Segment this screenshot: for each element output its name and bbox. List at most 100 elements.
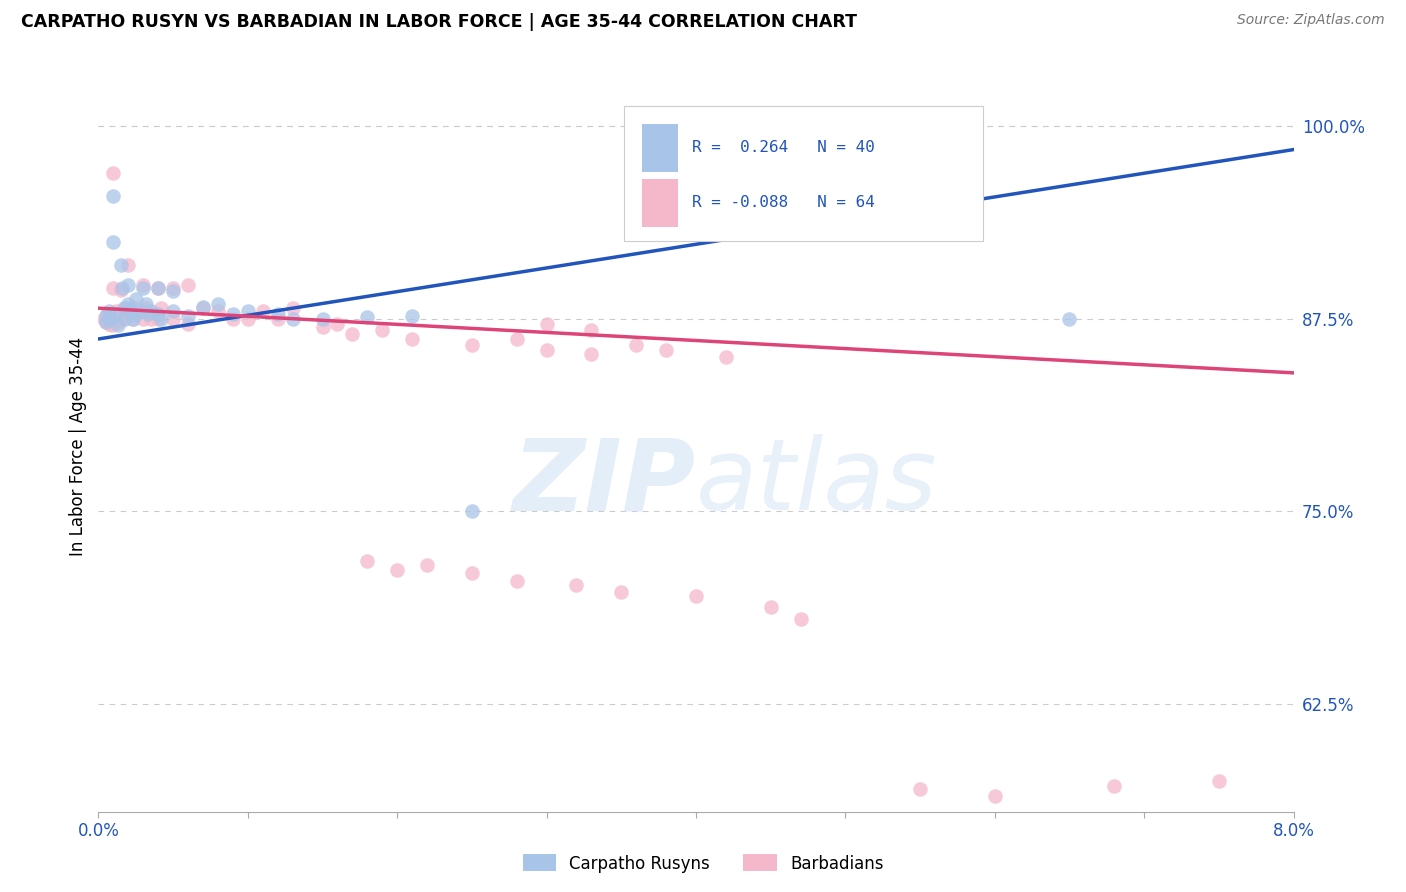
- Point: [132, 278, 155, 293]
- Point: [983, 789, 1005, 804]
- Point: [401, 332, 423, 346]
- Point: [356, 310, 378, 325]
- Point: [311, 312, 333, 326]
- Point: [610, 584, 633, 599]
- Point: [222, 312, 245, 326]
- Point: [121, 312, 143, 326]
- Point: [162, 281, 184, 295]
- Point: [461, 338, 484, 352]
- Point: [311, 319, 333, 334]
- Point: [565, 578, 588, 592]
- Point: [94, 315, 117, 329]
- Point: [120, 301, 142, 315]
- Text: R = -0.088   N = 64: R = -0.088 N = 64: [692, 195, 876, 211]
- Point: [177, 278, 200, 293]
- Point: [1208, 773, 1230, 788]
- Point: [136, 307, 159, 321]
- Point: [101, 318, 124, 332]
- Point: [107, 315, 129, 329]
- Point: [103, 235, 125, 249]
- Point: [461, 504, 484, 518]
- Point: [281, 312, 304, 326]
- Point: [135, 296, 157, 310]
- Point: [236, 304, 259, 318]
- Point: [148, 312, 170, 326]
- Point: [110, 258, 132, 272]
- Point: [148, 281, 170, 295]
- Point: [236, 312, 259, 326]
- Point: [1102, 779, 1125, 793]
- Point: [191, 300, 214, 314]
- Point: [342, 327, 364, 342]
- Point: [162, 304, 184, 318]
- Point: [581, 347, 603, 361]
- Point: [121, 312, 143, 326]
- Text: atlas: atlas: [696, 434, 938, 531]
- Point: [581, 323, 603, 337]
- Point: [139, 304, 162, 318]
- Point: [94, 315, 117, 329]
- Point: [150, 312, 173, 326]
- Point: [207, 304, 229, 318]
- Point: [150, 301, 173, 315]
- Point: [371, 323, 394, 337]
- Point: [125, 307, 148, 321]
- Point: [94, 309, 117, 323]
- Point: [356, 554, 378, 568]
- Point: [117, 258, 139, 272]
- Text: Source: ZipAtlas.com: Source: ZipAtlas.com: [1237, 13, 1385, 28]
- Point: [222, 307, 245, 321]
- Point: [416, 558, 439, 573]
- Point: [789, 612, 811, 626]
- Point: [177, 317, 200, 331]
- Point: [107, 318, 129, 332]
- Text: R =  0.264   N = 40: R = 0.264 N = 40: [692, 140, 876, 155]
- Point: [125, 292, 148, 306]
- Point: [162, 285, 184, 299]
- Point: [177, 309, 200, 323]
- Text: CARPATHO RUSYN VS BARBADIAN IN LABOR FORCE | AGE 35-44 CORRELATION CHART: CARPATHO RUSYN VS BARBADIAN IN LABOR FOR…: [21, 13, 858, 31]
- Point: [148, 307, 170, 321]
- Point: [191, 301, 214, 315]
- Point: [103, 281, 125, 295]
- Text: ZIP: ZIP: [513, 434, 696, 531]
- Point: [132, 281, 155, 295]
- FancyBboxPatch shape: [643, 179, 678, 227]
- Point: [120, 301, 142, 315]
- Point: [714, 351, 737, 365]
- Point: [207, 296, 229, 310]
- Point: [162, 312, 184, 326]
- Point: [461, 566, 484, 580]
- Point: [103, 188, 125, 202]
- Point: [117, 278, 139, 293]
- Point: [105, 307, 128, 321]
- Point: [117, 296, 139, 310]
- Point: [111, 281, 134, 295]
- Point: [267, 307, 290, 321]
- Point: [125, 301, 148, 315]
- Point: [252, 304, 274, 318]
- Point: [103, 166, 125, 180]
- Point: [506, 574, 529, 588]
- Point: [114, 312, 136, 326]
- Point: [112, 301, 135, 315]
- Point: [97, 317, 120, 331]
- FancyBboxPatch shape: [643, 124, 678, 171]
- Point: [326, 317, 349, 331]
- Point: [536, 343, 558, 357]
- Point: [132, 304, 155, 318]
- Point: [624, 338, 647, 352]
- Point: [506, 332, 529, 346]
- Point: [98, 312, 122, 326]
- Point: [759, 599, 782, 614]
- Point: [98, 310, 122, 325]
- Point: [110, 283, 132, 297]
- FancyBboxPatch shape: [624, 106, 983, 241]
- Point: [281, 301, 304, 315]
- Point: [114, 301, 136, 315]
- Y-axis label: In Labor Force | Age 35-44: In Labor Force | Age 35-44: [69, 336, 87, 556]
- Point: [93, 312, 115, 326]
- Point: [96, 307, 118, 321]
- Point: [97, 304, 120, 318]
- Point: [111, 312, 134, 326]
